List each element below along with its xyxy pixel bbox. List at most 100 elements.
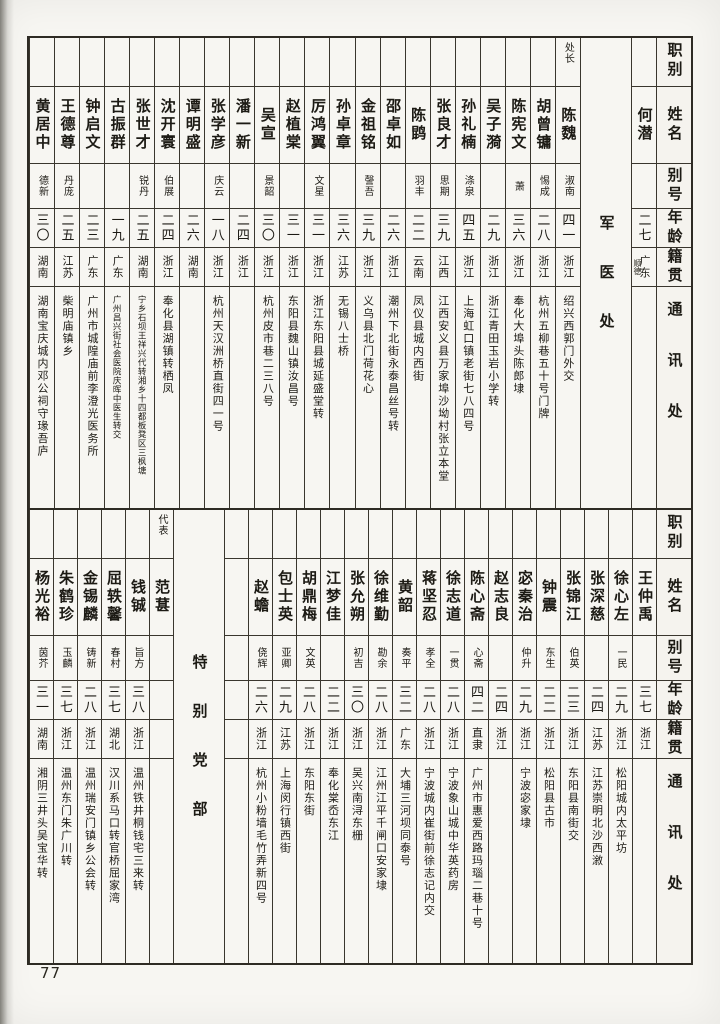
age-cell: 三二 bbox=[393, 681, 416, 720]
person-column: 何潜 二七 广东 顺德 bbox=[630, 38, 656, 508]
role-cell bbox=[609, 510, 632, 559]
role-cell-text: 代表 bbox=[156, 514, 167, 536]
role-cell bbox=[280, 38, 305, 87]
age-cell-text: 二二 bbox=[541, 685, 556, 715]
native-place-cell: 湖南 bbox=[29, 248, 54, 287]
alias-cell-text: 侥辉 bbox=[255, 647, 266, 669]
native-place-cell-text: 浙江 bbox=[374, 727, 387, 751]
role-cell bbox=[80, 38, 105, 87]
address-cell-text: 义乌县北门荷花心 bbox=[361, 295, 374, 395]
alias-cell: 铸新 bbox=[78, 636, 101, 681]
name-cell: 包士英 bbox=[273, 559, 296, 636]
name-cell: 钱铖 bbox=[126, 559, 149, 636]
native-place-cell: 浙江 bbox=[280, 248, 305, 287]
role-cell bbox=[530, 38, 555, 87]
name-cell: 徐心左 bbox=[609, 559, 632, 636]
native-place-cell: 浙江 bbox=[633, 720, 656, 759]
name-cell: 江梦佳 bbox=[321, 559, 344, 636]
header-label: 籍贯 bbox=[665, 248, 682, 286]
header-label: 别号 bbox=[665, 167, 682, 205]
age-cell-text: 二七 bbox=[636, 213, 652, 243]
address-cell-text: 柴明庙镇乡 bbox=[60, 295, 73, 358]
alias-cell: 伯展 bbox=[155, 164, 180, 209]
age-cell: 二七 bbox=[631, 209, 656, 248]
age-cell-text: 三一 bbox=[284, 213, 300, 243]
alias-cell-text: 謦吾 bbox=[362, 175, 374, 197]
name-cell: 孙礼楠 bbox=[455, 87, 480, 164]
native-place-cell-text: 湖南 bbox=[35, 255, 48, 279]
age-cell: 三一 bbox=[280, 209, 305, 248]
native-place-cell-text: 直隶 bbox=[470, 727, 483, 751]
name-cell: 张学彦 bbox=[205, 87, 230, 164]
name-cell-text: 朱鹤珍 bbox=[57, 570, 73, 624]
person-column: 蒋坚忍 孝全 二八 浙江 宁波城内崔街前徐志记内交 bbox=[416, 510, 440, 963]
native-place-cell-text: 浙江 bbox=[511, 255, 524, 279]
section-label: 特别党部 bbox=[190, 653, 207, 850]
alias-cell-text: 丹庞 bbox=[61, 175, 73, 197]
age-cell-text: 三八 bbox=[130, 685, 145, 715]
native-place-cell-text: 湖北 bbox=[107, 727, 120, 751]
age-cell: 二五 bbox=[54, 209, 80, 248]
alias-cell-text: 德新 bbox=[36, 175, 48, 197]
header-label: 别号 bbox=[665, 639, 682, 677]
native-place-cell: 江西 bbox=[430, 248, 455, 287]
age-cell-text: 一八 bbox=[209, 213, 225, 243]
age-cell bbox=[150, 681, 173, 720]
alias-cell-text: 亚卿 bbox=[279, 647, 290, 669]
address-cell-text: 汉川系马口转官桥屈家湾 bbox=[107, 767, 120, 905]
role-cell bbox=[180, 38, 205, 87]
name-cell-text: 包士英 bbox=[276, 570, 292, 624]
alias-cell: 德新 bbox=[29, 164, 54, 209]
person-column: 谭明盛 二六 湖南 bbox=[179, 38, 205, 508]
age-cell-text: 二三 bbox=[565, 685, 580, 715]
age-cell-text: 二八 bbox=[421, 685, 436, 715]
native-place-cell: 浙江 bbox=[126, 720, 149, 759]
native-place-cell: 浙江 bbox=[305, 248, 330, 287]
person-column: 张世才 锐丹 二五 湖南 宁乡石坝王祥兴代转湘乡十四都板凳区三枫塘 bbox=[129, 38, 155, 508]
address-cell-text: 奉化大埠头陈郎埭 bbox=[511, 295, 524, 395]
header-cell: 通讯处 bbox=[657, 759, 691, 963]
person-column: 孙礼楠 涤泉 四五 浙江 上海虹口镇老街七八四号 bbox=[454, 38, 480, 508]
alias-cell: 春村 bbox=[102, 636, 125, 681]
section-cell: 军医处 bbox=[581, 38, 631, 508]
native-place-cell: 浙江 bbox=[555, 248, 580, 287]
age-cell-text: 四五 bbox=[460, 213, 476, 243]
address-cell: 温州东门朱广川转 bbox=[54, 759, 77, 963]
age-cell-text: 三一 bbox=[309, 213, 325, 243]
alias-cell bbox=[585, 636, 608, 681]
person-column: 金锡麟 铸新 二八 浙江 温州瑞安门镇乡公会转 bbox=[77, 510, 101, 963]
role-cell bbox=[54, 38, 80, 87]
alias-cell-text: 心斋 bbox=[471, 647, 482, 669]
alias-cell: 一民 bbox=[609, 636, 632, 681]
native-place-cell-text: 浙江 bbox=[614, 727, 627, 751]
address-cell: 潮州下北街永泰昌丝号转 bbox=[381, 287, 405, 508]
role-cell bbox=[225, 510, 248, 559]
address-cell-text: 吴兴南浔东栅 bbox=[350, 767, 363, 842]
age-cell: 二四 bbox=[489, 681, 512, 720]
role-cell bbox=[330, 38, 355, 87]
native-place-cell-text: 浙江 bbox=[361, 255, 374, 279]
name-cell: 张良才 bbox=[430, 87, 455, 164]
age-cell-text: 三七 bbox=[58, 685, 73, 715]
address-cell-text: 江西安义县万家埠沙坳村张立本堂 bbox=[436, 295, 449, 483]
person-column: 徐志道 一贯 二八 浙江 宁波象山城中华英药房 bbox=[440, 510, 464, 963]
role-cell bbox=[155, 38, 180, 87]
native-place-cell-text: 广东 bbox=[398, 727, 411, 751]
address-cell: 宁波城内崔街前徐志记内交 bbox=[417, 759, 440, 963]
alias-cell bbox=[105, 164, 130, 209]
native-place-cell-text: 广东 bbox=[86, 255, 99, 279]
address-cell: 宁乡石坝王祥兴代转湘乡十四都板凳区三枫塘 bbox=[130, 287, 154, 508]
person-column: 宓秦治 仲升 二九 浙江 宁波宓家埭 bbox=[512, 510, 536, 963]
address-cell: 广州昌兴街社会医院庆晖中医生转交 bbox=[105, 287, 129, 508]
address-cell-text: 奉化棠岙东江 bbox=[326, 767, 339, 842]
age-cell: 一八 bbox=[205, 209, 230, 248]
header-cell: 年龄 bbox=[657, 209, 691, 248]
alias-cell-text: 景韶 bbox=[261, 175, 273, 197]
name-cell: 胡曾镛 bbox=[530, 87, 555, 164]
native-place-cell: 湖南 bbox=[130, 248, 155, 287]
alias-cell: 景韶 bbox=[255, 164, 280, 209]
alias-cell bbox=[150, 636, 173, 681]
native-place-cell: 浙江 bbox=[480, 248, 505, 287]
alias-cell: 謦吾 bbox=[355, 164, 380, 209]
native-place-cell: 广东 顺德 bbox=[631, 248, 656, 287]
